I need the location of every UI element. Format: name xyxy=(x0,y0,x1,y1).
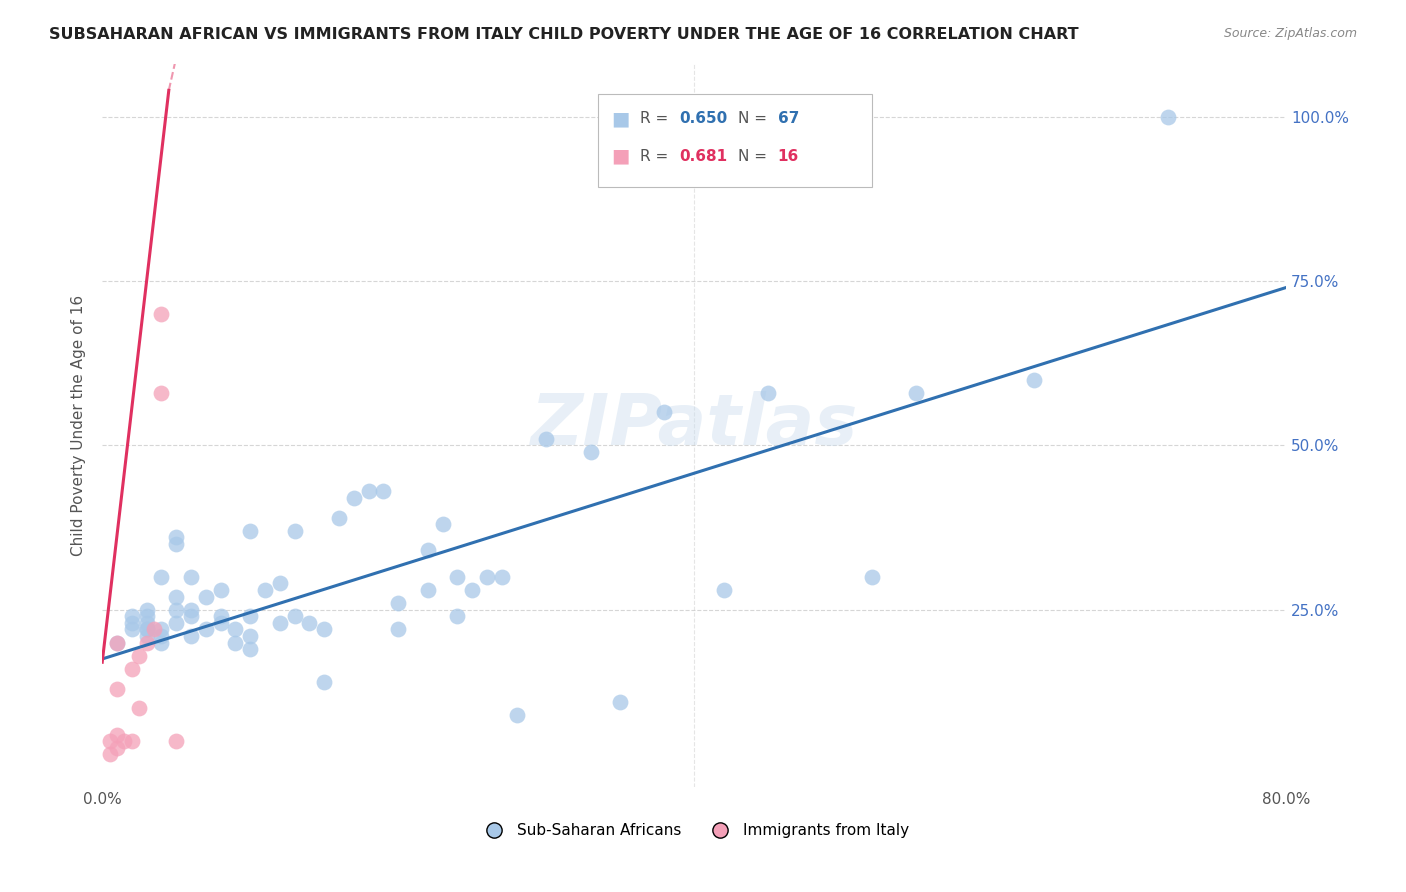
Point xyxy=(105,727,128,741)
Point xyxy=(165,530,187,544)
Point xyxy=(121,734,143,748)
Point xyxy=(209,615,232,630)
Point xyxy=(298,615,321,630)
Point xyxy=(180,609,202,624)
Point xyxy=(1156,110,1178,124)
Text: 0.681: 0.681 xyxy=(679,149,727,163)
Point xyxy=(224,635,246,649)
Point xyxy=(135,629,157,643)
Point xyxy=(416,582,439,597)
Point xyxy=(143,623,166,637)
Point xyxy=(165,734,187,748)
Point xyxy=(209,609,232,624)
Point xyxy=(239,629,262,643)
Point xyxy=(128,701,150,715)
Text: ZIPatlas: ZIPatlas xyxy=(530,391,858,460)
Point xyxy=(609,695,631,709)
Text: ■: ■ xyxy=(612,109,630,128)
Point xyxy=(446,570,468,584)
Point xyxy=(98,734,121,748)
Point xyxy=(194,623,217,637)
Point xyxy=(180,570,202,584)
Point xyxy=(105,681,128,696)
Point xyxy=(654,405,676,419)
Point xyxy=(180,602,202,616)
Point xyxy=(239,524,262,538)
Point xyxy=(121,615,143,630)
Point xyxy=(253,582,276,597)
Point xyxy=(284,609,307,624)
Point xyxy=(135,615,157,630)
Point xyxy=(713,582,735,597)
Point xyxy=(239,609,262,624)
Point xyxy=(343,491,366,505)
Point xyxy=(269,615,291,630)
Text: 67: 67 xyxy=(778,112,799,126)
Point xyxy=(135,602,157,616)
Text: ■: ■ xyxy=(612,146,630,166)
Point xyxy=(150,307,173,321)
Point xyxy=(194,590,217,604)
Point xyxy=(121,662,143,676)
Point xyxy=(314,623,336,637)
Point xyxy=(105,740,128,755)
Point xyxy=(135,635,157,649)
Point xyxy=(165,602,187,616)
Point xyxy=(269,576,291,591)
Point xyxy=(905,385,928,400)
Point xyxy=(475,570,498,584)
Point xyxy=(150,629,173,643)
Point xyxy=(387,623,409,637)
Text: N =: N = xyxy=(738,112,772,126)
Point xyxy=(534,432,557,446)
Point xyxy=(416,543,439,558)
Point xyxy=(1024,373,1046,387)
Point xyxy=(860,570,883,584)
Point xyxy=(756,385,779,400)
Point xyxy=(209,582,232,597)
Point xyxy=(446,609,468,624)
Point xyxy=(357,484,380,499)
Text: R =: R = xyxy=(640,112,673,126)
Point xyxy=(150,635,173,649)
Point xyxy=(150,623,173,637)
Point xyxy=(98,747,121,762)
Point xyxy=(461,582,484,597)
Point xyxy=(121,609,143,624)
Point xyxy=(135,623,157,637)
Point xyxy=(165,615,187,630)
Legend: Sub-Saharan Africans, Immigrants from Italy: Sub-Saharan Africans, Immigrants from It… xyxy=(472,817,915,845)
Point xyxy=(105,635,128,649)
Point xyxy=(284,524,307,538)
Point xyxy=(328,510,350,524)
Point xyxy=(432,517,454,532)
Text: N =: N = xyxy=(738,149,772,163)
Text: 0.650: 0.650 xyxy=(679,112,727,126)
Text: SUBSAHARAN AFRICAN VS IMMIGRANTS FROM ITALY CHILD POVERTY UNDER THE AGE OF 16 CO: SUBSAHARAN AFRICAN VS IMMIGRANTS FROM IT… xyxy=(49,27,1078,42)
Point xyxy=(150,385,173,400)
Point xyxy=(505,707,527,722)
Point xyxy=(135,623,157,637)
Text: 16: 16 xyxy=(778,149,799,163)
Text: Source: ZipAtlas.com: Source: ZipAtlas.com xyxy=(1223,27,1357,40)
Point xyxy=(105,635,128,649)
Point xyxy=(165,590,187,604)
Point xyxy=(121,623,143,637)
Point xyxy=(373,484,395,499)
Point xyxy=(314,675,336,690)
Point xyxy=(491,570,513,584)
Point xyxy=(239,642,262,657)
Point xyxy=(150,570,173,584)
Point xyxy=(579,445,602,459)
Point xyxy=(135,609,157,624)
Point xyxy=(128,648,150,663)
Point xyxy=(165,537,187,551)
Point xyxy=(387,596,409,610)
Text: R =: R = xyxy=(640,149,673,163)
Y-axis label: Child Poverty Under the Age of 16: Child Poverty Under the Age of 16 xyxy=(72,295,86,557)
Point xyxy=(180,629,202,643)
Point xyxy=(112,734,135,748)
Point xyxy=(224,623,246,637)
